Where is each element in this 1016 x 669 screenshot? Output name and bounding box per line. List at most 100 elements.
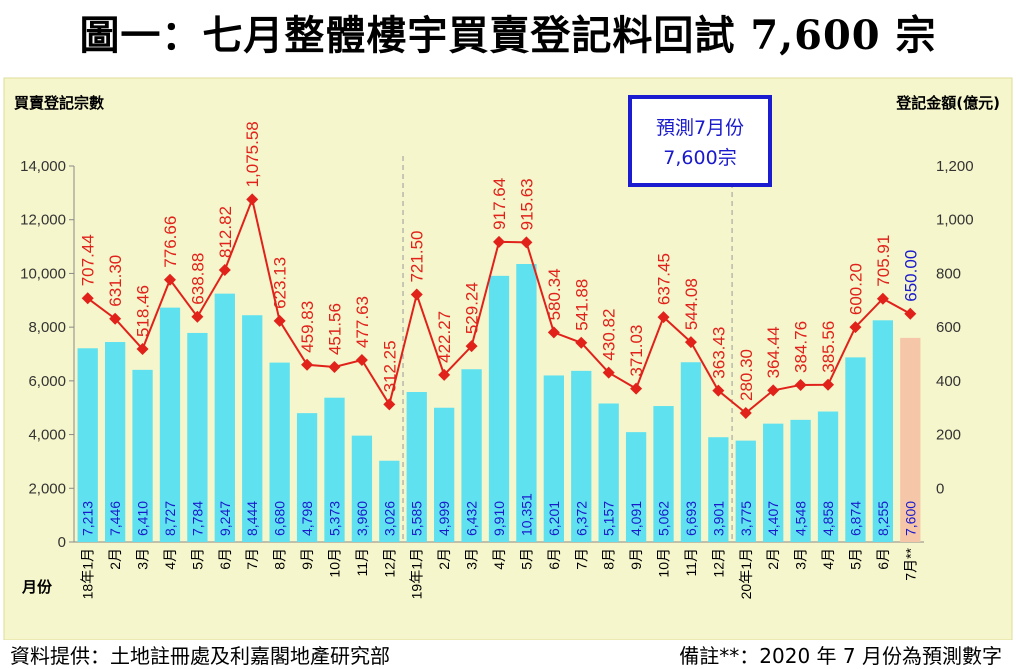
- line-value-label: 544.08: [682, 278, 701, 330]
- line-value-label: 541.88: [572, 279, 591, 331]
- bar-value-label: 5,157: [601, 501, 617, 536]
- bar-value-label: 7,600: [902, 501, 918, 536]
- line-point: [383, 398, 396, 411]
- line-value-label: 459.83: [298, 301, 317, 353]
- bar: [598, 403, 619, 542]
- bar: [872, 320, 894, 542]
- forecast-callout-box: [628, 95, 772, 187]
- bar: [817, 411, 839, 542]
- line-point: [246, 193, 259, 206]
- line-value-label: 280.30: [737, 349, 756, 401]
- x-tick-label: 7月: [573, 548, 589, 570]
- bar-value-label: 4,548: [793, 501, 809, 536]
- bar: [296, 413, 318, 542]
- y-tick-label: 10,000: [20, 265, 66, 282]
- line-point: [520, 236, 533, 249]
- x-tick-label: 8月: [601, 548, 617, 570]
- bar: [461, 369, 482, 542]
- bar-value-label: 5,062: [656, 501, 672, 536]
- bar-value-label: 3,026: [381, 501, 397, 536]
- line-value-label: 600.20: [846, 263, 865, 315]
- line-value-label: 430.82: [600, 309, 619, 361]
- line-point: [904, 307, 917, 320]
- line-value-label: 707.44: [79, 234, 98, 286]
- bar: [735, 440, 756, 542]
- forecast-callout: 預測7月份 7,600宗: [628, 95, 772, 187]
- y2-tick-label: 1,200: [936, 158, 974, 175]
- bar-value-label: 8,727: [162, 501, 178, 536]
- bar-forecast: [900, 337, 921, 542]
- bar: [708, 437, 729, 542]
- line-point: [355, 354, 368, 367]
- bar-value-label: 6,372: [573, 501, 589, 536]
- line-value-label: 631.30: [106, 255, 125, 307]
- x-tick-label: 6月: [875, 548, 891, 570]
- line-value-label: 915.63: [517, 178, 536, 230]
- line-value-label: 776.66: [161, 216, 180, 268]
- line-value-label: 364.44: [764, 326, 783, 378]
- bar: [242, 315, 263, 542]
- line-value-label: 705.91: [874, 235, 893, 287]
- bar-value-label: 6,432: [464, 501, 480, 536]
- bar: [214, 293, 235, 542]
- bar-value-label: 8,255: [875, 501, 891, 536]
- line-point: [109, 312, 122, 325]
- bar-value-label: 7,784: [189, 501, 205, 536]
- line-point: [547, 326, 560, 339]
- x-tick-label: 7月: [244, 548, 260, 570]
- line-point: [301, 358, 314, 371]
- line-value-label: 422.27: [435, 311, 454, 363]
- x-tick-label: 10月: [326, 548, 342, 578]
- line-point: [767, 384, 780, 397]
- y-tick-label: 2,000: [28, 480, 66, 497]
- page-title: 圖一：七月整體樓宇買賣登記料回試 7,600 宗: [79, 12, 937, 59]
- line-point: [657, 311, 670, 324]
- y2-tick-label: 600: [936, 319, 961, 336]
- line-value-label: 312.25: [380, 340, 399, 392]
- line-value-label: 637.45: [655, 253, 674, 305]
- x-tick-label: 12月: [710, 548, 726, 578]
- line-value-label: 1,075.58: [243, 121, 262, 187]
- line-value-label: 580.34: [545, 268, 564, 320]
- x-tick-label: 2月: [107, 548, 123, 570]
- line-value-label: 529.24: [463, 282, 482, 334]
- line-value-label: 477.63: [353, 296, 372, 348]
- bar: [845, 357, 866, 542]
- line-point: [630, 382, 643, 395]
- bar: [269, 362, 290, 542]
- y-tick-label: 4,000: [28, 427, 66, 444]
- bar-value-label: 8,444: [244, 501, 260, 536]
- x-tick-label: 20年1月: [738, 548, 754, 599]
- y2-tick-label: 400: [936, 373, 961, 390]
- bar-value-label: 6,693: [683, 501, 699, 536]
- x-tick-label: 4月: [491, 548, 507, 570]
- bar: [187, 332, 208, 542]
- bar: [324, 397, 345, 542]
- x-tick-label: 9月: [299, 548, 315, 570]
- line-point: [876, 292, 889, 305]
- y-axis-title: 買賣登記宗數: [14, 94, 104, 112]
- bar-value-label: 4,999: [436, 501, 452, 536]
- line-value-label: 518.46: [134, 285, 153, 337]
- bar-value-label: 4,858: [820, 501, 836, 536]
- x-tick-label: 8月: [272, 548, 288, 570]
- bar-value-label: 3,775: [738, 501, 754, 536]
- x-tick-label: 11月: [683, 548, 699, 577]
- bar-value-label: 5,585: [409, 501, 425, 536]
- y2-tick-label: 800: [936, 265, 961, 282]
- line-point: [465, 340, 478, 353]
- bar-value-label: 10,351: [518, 493, 534, 536]
- bar-value-label: 9,247: [217, 501, 233, 536]
- line-point: [273, 314, 286, 327]
- bar: [790, 419, 811, 542]
- line-value-label: 385.56: [819, 321, 838, 373]
- bar: [488, 275, 510, 542]
- line-point: [328, 361, 341, 374]
- x-tick-label: 6月: [546, 548, 562, 570]
- y-tick-label: 12,000: [20, 212, 66, 229]
- line-point: [684, 336, 697, 349]
- bar-value-label: 3,960: [354, 501, 370, 536]
- y2-tick-label: 0: [936, 480, 944, 497]
- line-value-label: 384.76: [792, 321, 811, 373]
- y2-tick-label: 1,000: [936, 212, 974, 229]
